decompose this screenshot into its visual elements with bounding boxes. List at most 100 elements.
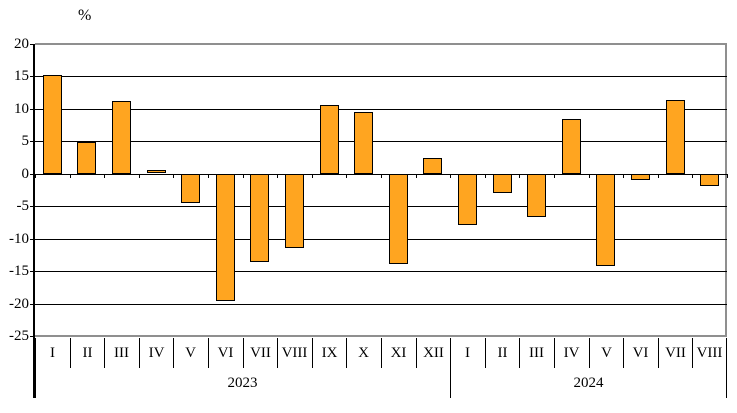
y-axis-tick <box>30 336 35 337</box>
y-tick-label: 15 <box>14 68 29 84</box>
x-tick-label-2023-VII: VII <box>250 344 271 361</box>
x-tick-label-2024-V: V <box>601 344 612 361</box>
year-group-separator <box>726 338 727 398</box>
x-tick-label-2023-VI: VI <box>217 344 234 361</box>
x-tick-label-2023-III: III <box>114 344 129 361</box>
x-tick-label-2024-VI: VI <box>632 344 649 361</box>
month-separator <box>658 338 659 368</box>
y-axis-tick <box>30 76 35 77</box>
x-axis-tick <box>173 174 174 178</box>
x-tick-label-2023-X: X <box>358 344 369 361</box>
x-tick-label-2024-III: III <box>529 344 544 361</box>
x-tick-label-2023-XI: XI <box>390 344 407 361</box>
gridline--5 <box>35 206 727 207</box>
x-tick-label-2024-VIII: VIII <box>696 344 723 361</box>
bar-2023-IX <box>320 105 339 174</box>
y-tick-label: -25 <box>9 328 29 344</box>
y-tick-label: -5 <box>16 198 30 214</box>
bar-2023-V <box>181 174 200 203</box>
month-separator <box>554 338 555 368</box>
year-label-2023: 2023 <box>227 374 258 391</box>
month-separator <box>243 338 244 368</box>
x-tick-label-2023-V: V <box>185 344 196 361</box>
x-tick-label-2024-IV: IV <box>563 344 580 361</box>
y-axis-tick <box>30 44 35 45</box>
bar-2024-VI <box>631 174 650 180</box>
bar-2024-VIII <box>700 174 719 186</box>
y-axis-unit-label: % <box>78 7 92 24</box>
x-axis-tick <box>70 174 71 178</box>
month-separator <box>692 338 693 368</box>
x-axis-tick <box>346 174 347 178</box>
gridline--15 <box>35 271 727 272</box>
bar-2024-VII <box>666 100 685 174</box>
bar-2023-VIII <box>285 174 304 248</box>
x-tick-label-2023-IX: IX <box>321 344 338 361</box>
x-axis-tick <box>589 174 590 178</box>
month-separator <box>485 338 486 368</box>
x-axis-tick <box>208 174 209 178</box>
x-tick-label-2023-II: II <box>82 344 93 361</box>
y-tick-label: 5 <box>21 133 30 149</box>
x-tick-label-2023-VIII: VIII <box>281 344 308 361</box>
y-axis-tick <box>30 271 35 272</box>
bar-2023-III <box>112 101 131 174</box>
x-axis-tick <box>623 174 624 178</box>
x-tick-label-2024-II: II <box>497 344 508 361</box>
bar-2024-III <box>527 174 546 217</box>
x-axis-tick <box>104 174 105 178</box>
x-tick-label-2023-IV: IV <box>148 344 165 361</box>
y-tick-label: -15 <box>9 263 29 279</box>
x-axis-tick <box>554 174 555 178</box>
bar-2023-IV <box>147 170 166 173</box>
bar-2024-IV <box>562 119 581 174</box>
x-axis-tick <box>692 174 693 178</box>
x-axis-tick <box>416 174 417 178</box>
y-axis-line <box>33 44 35 398</box>
y-axis-tick <box>30 109 35 110</box>
x-axis-tick <box>35 174 36 178</box>
month-separator <box>381 338 382 368</box>
month-separator <box>623 338 624 368</box>
month-separator <box>208 338 209 368</box>
x-tick-label-2024-VII: VII <box>665 344 686 361</box>
y-tick-label: 10 <box>14 101 29 117</box>
x-tick-label-2024-I: I <box>465 344 470 361</box>
month-separator <box>139 338 140 368</box>
month-separator <box>277 338 278 368</box>
y-axis-tick <box>30 141 35 142</box>
y-axis-tick <box>30 239 35 240</box>
x-axis-tick <box>658 174 659 178</box>
month-separator <box>519 338 520 368</box>
y-axis-tick <box>30 206 35 207</box>
y-tick-label: -20 <box>9 296 29 312</box>
y-axis-tick <box>30 304 35 305</box>
bar-2023-II <box>77 142 96 174</box>
y-tick-label: -10 <box>9 231 29 247</box>
year-group-separator <box>450 338 451 398</box>
bar-2023-X <box>354 112 373 174</box>
year-label-2024: 2024 <box>573 374 604 391</box>
month-separator <box>104 338 105 368</box>
bar-2023-I <box>43 75 62 174</box>
y-tick-label: 0 <box>21 166 30 182</box>
bar-2023-XII <box>423 158 442 174</box>
x-tick-label-2023-XII: XII <box>423 344 444 361</box>
x-axis-tick <box>243 174 244 178</box>
y-tick-label: 20 <box>14 36 29 52</box>
bar-2023-VII <box>250 174 269 262</box>
month-separator <box>312 338 313 368</box>
month-separator <box>346 338 347 368</box>
gridline-10 <box>35 109 727 110</box>
x-axis-tick <box>277 174 278 178</box>
x-axis-tick <box>139 174 140 178</box>
plot-area-border <box>35 43 727 337</box>
x-axis-tick <box>312 174 313 178</box>
month-separator <box>589 338 590 368</box>
bar-2024-I <box>458 174 477 225</box>
gridline-15 <box>35 76 727 77</box>
x-axis-tick <box>727 174 728 178</box>
x-axis-tick <box>450 174 451 178</box>
gridline--10 <box>35 239 727 240</box>
